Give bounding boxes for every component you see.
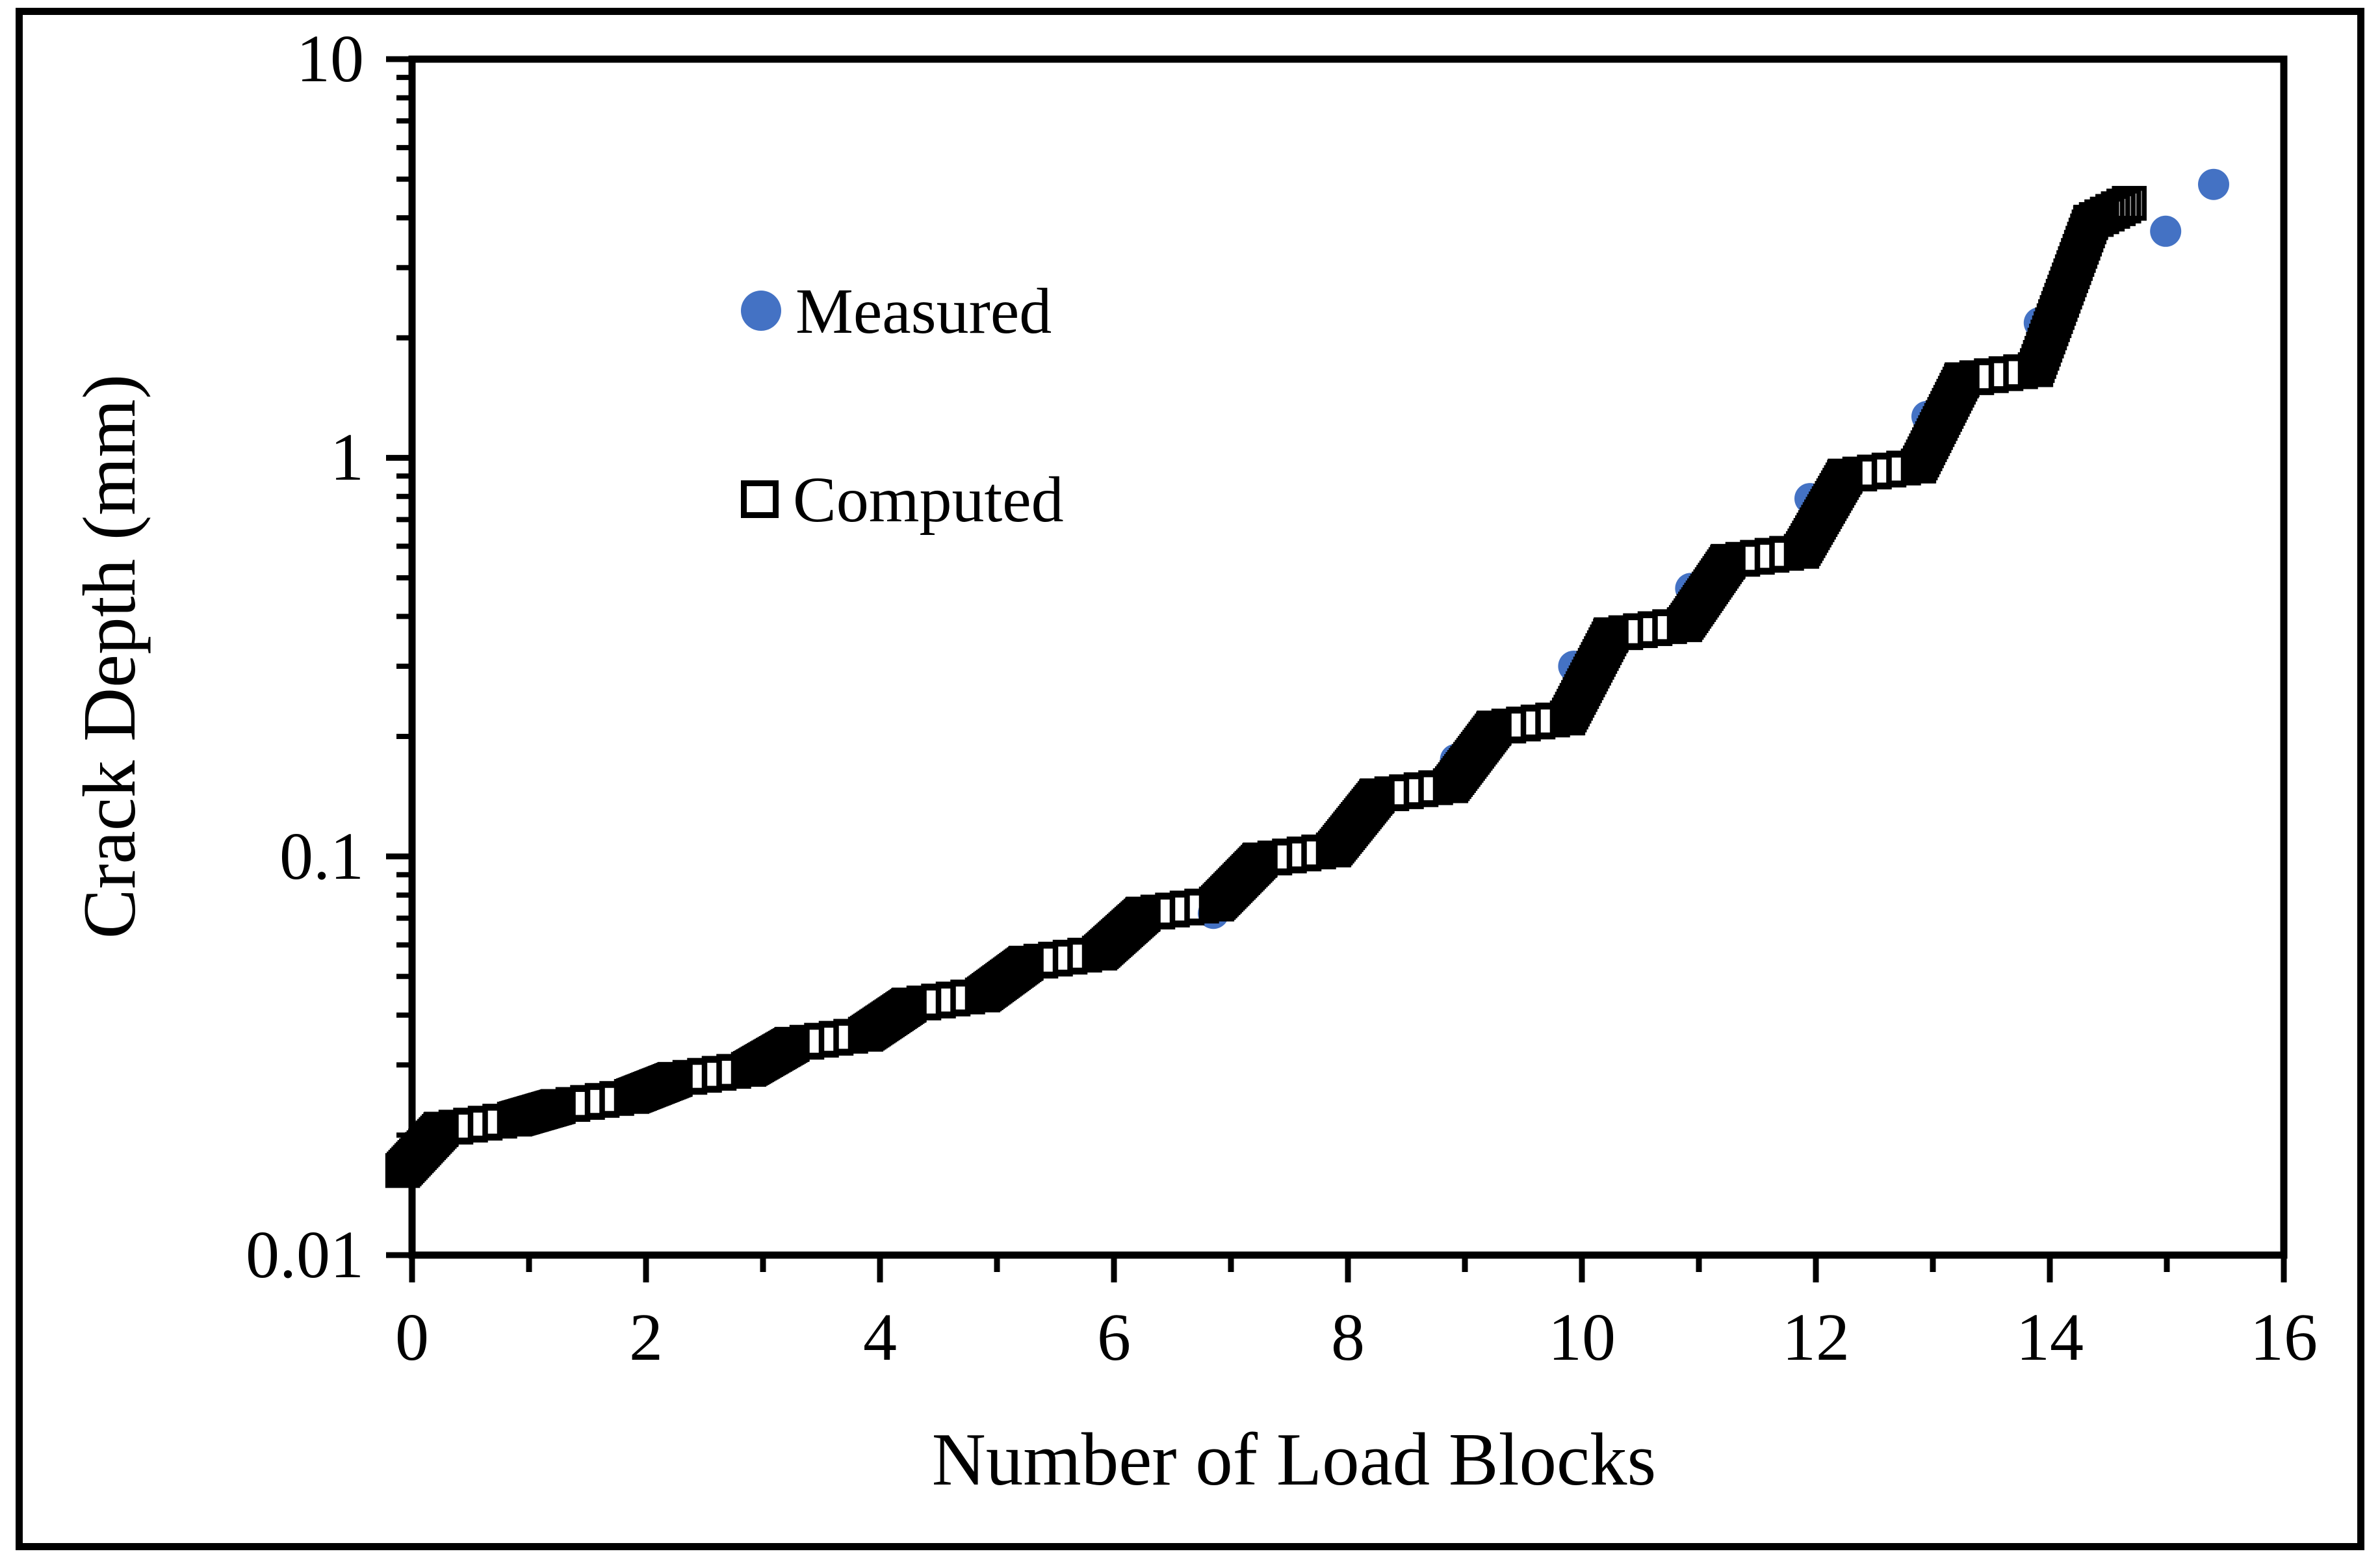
- computed-marker: [2106, 188, 2141, 224]
- legend: Measured Computed: [741, 272, 1064, 538]
- legend-label-measured: Measured: [795, 274, 1052, 347]
- computed-square-icon: [741, 480, 779, 518]
- y-tick-label: 10: [296, 21, 364, 96]
- computed-marker: [2112, 186, 2147, 221]
- computed-marker: [2101, 191, 2136, 226]
- figure-border: [16, 8, 2364, 1550]
- x-tick-label: 10: [1548, 1300, 1616, 1375]
- legend-label-computed: Computed: [793, 463, 1064, 536]
- measured-point: [2150, 215, 2182, 247]
- x-tick-label: 4: [863, 1300, 897, 1375]
- measured-circle-icon: [741, 291, 781, 331]
- x-tick-label: 6: [1097, 1300, 1131, 1375]
- x-tick-label: 12: [1782, 1300, 1850, 1375]
- x-tick-label: 14: [2016, 1300, 2084, 1375]
- x-tick-label: 0: [395, 1300, 429, 1375]
- measured-point: [2198, 168, 2229, 200]
- x-tick-label: 8: [1331, 1300, 1365, 1375]
- y-tick-label: 0.1: [279, 818, 364, 894]
- y-tick-label: 0.01: [246, 1217, 364, 1292]
- x-axis-title: Number of Load Blocks: [931, 1418, 1657, 1501]
- legend-item-measured: Measured: [741, 272, 1064, 350]
- x-tick-label: 16: [2250, 1300, 2318, 1375]
- y-axis-title: Crack Depth (mm): [68, 374, 151, 939]
- x-tick-label: 2: [629, 1300, 663, 1375]
- legend-item-computed: Computed: [741, 460, 1064, 538]
- y-tick-label: 1: [330, 420, 364, 495]
- plot-frame: [408, 55, 2288, 1259]
